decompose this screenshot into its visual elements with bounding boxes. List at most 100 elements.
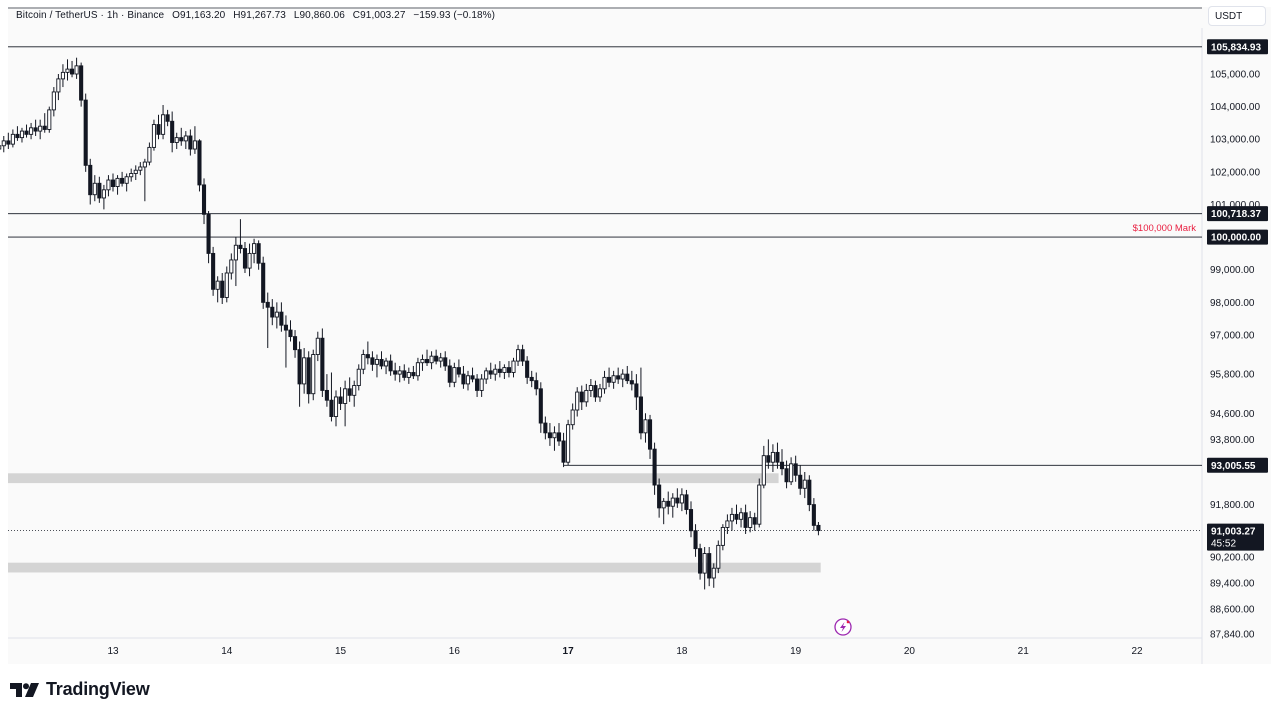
candle-body [779,461,785,470]
price-axis[interactable]: 105,000.00 104,000.00 103,000.00 102,000.00… [1210,70,1260,641]
candle [233,237,238,287]
price-tick-label: 87,840.00 [1210,629,1255,640]
candle [520,344,525,366]
candle [288,320,293,342]
candle [302,348,307,394]
symbol-name[interactable]: Bitcoin / TetherUS · 1h · Binance [16,10,165,21]
time-axis[interactable]: 13 14 15 16 17 18 19 20 21 22 [107,646,1143,657]
candle [634,374,639,411]
candle-body [352,385,357,396]
candle-body [302,357,307,385]
candle [638,367,643,440]
brand-name: TradingView [46,679,150,699]
candle [415,357,420,381]
candle-body [6,140,11,145]
candle [29,122,34,140]
candle [757,478,762,528]
candle-body [657,484,662,509]
candle [270,299,275,326]
price-tick-label: 101,000.00 [1210,200,1260,211]
chart-area[interactable] [8,7,1271,664]
candle-body [638,396,643,434]
candle-body [211,252,216,290]
candle [702,547,707,590]
candle [679,488,684,512]
candle [761,445,766,489]
candle [470,367,475,383]
candle [365,341,370,365]
candle-body [666,500,671,507]
candle-body [279,311,284,326]
candle [506,361,511,378]
candle-body [429,355,434,364]
candle-body [174,137,179,143]
candle [352,380,357,407]
candle [320,328,325,397]
candle-body [397,370,402,375]
candle-body [475,378,480,391]
candle [579,385,584,411]
candle-body [561,440,566,463]
last-price-label: 91,003.27 [1211,527,1256,538]
candle-body [206,213,211,254]
candle-body [511,360,516,373]
candle-body [170,120,175,143]
candle [666,491,671,515]
candle [370,351,375,371]
candle [138,162,143,176]
candle [538,382,543,433]
candle-body [698,548,703,574]
candle-body [297,349,302,385]
candle-body [438,357,443,362]
candle-body [224,272,229,298]
candle-body [670,497,675,507]
candle-body [543,422,548,434]
candle-body [142,161,147,168]
candle-body [92,182,97,196]
candle [311,349,316,401]
time-tick-label: 14 [221,646,233,657]
candlestick-series [0,57,821,590]
candle-body [229,259,234,274]
candle [306,351,311,404]
candle [461,365,466,389]
candle [133,165,138,181]
candle [789,457,794,486]
candle-body [320,337,325,391]
candle [647,414,653,459]
candle-body [197,140,202,186]
candle [452,362,457,388]
candle-body [69,68,75,75]
candle-body [584,389,589,403]
lightning-icon[interactable] [834,618,852,636]
candle-body [42,125,47,130]
candle [170,111,175,153]
candle [729,507,735,531]
candle-body [233,244,238,261]
candle-body [488,370,493,375]
candle-body [38,125,43,132]
candle [811,498,816,531]
candle [711,563,716,588]
candle-body [807,479,812,506]
currency-button[interactable]: USDT [1208,6,1266,26]
candle-body [447,365,452,383]
time-tick-label: 19 [790,646,802,657]
candle [611,370,616,389]
time-tick-label: 13 [107,646,119,657]
candle [183,131,188,150]
candle-body [110,179,116,187]
candle-body [734,513,739,520]
candle [33,119,38,136]
candle-body [652,448,657,486]
tradingview-logo[interactable]: TradingView [10,679,150,700]
candle-body [643,419,648,434]
candle [397,365,402,383]
candle [743,504,748,534]
price-tick-label: 98,000.00 [1210,298,1255,309]
candle-body [811,504,816,526]
candle [393,362,398,381]
candle-body [288,329,293,338]
candle-body [684,494,689,510]
